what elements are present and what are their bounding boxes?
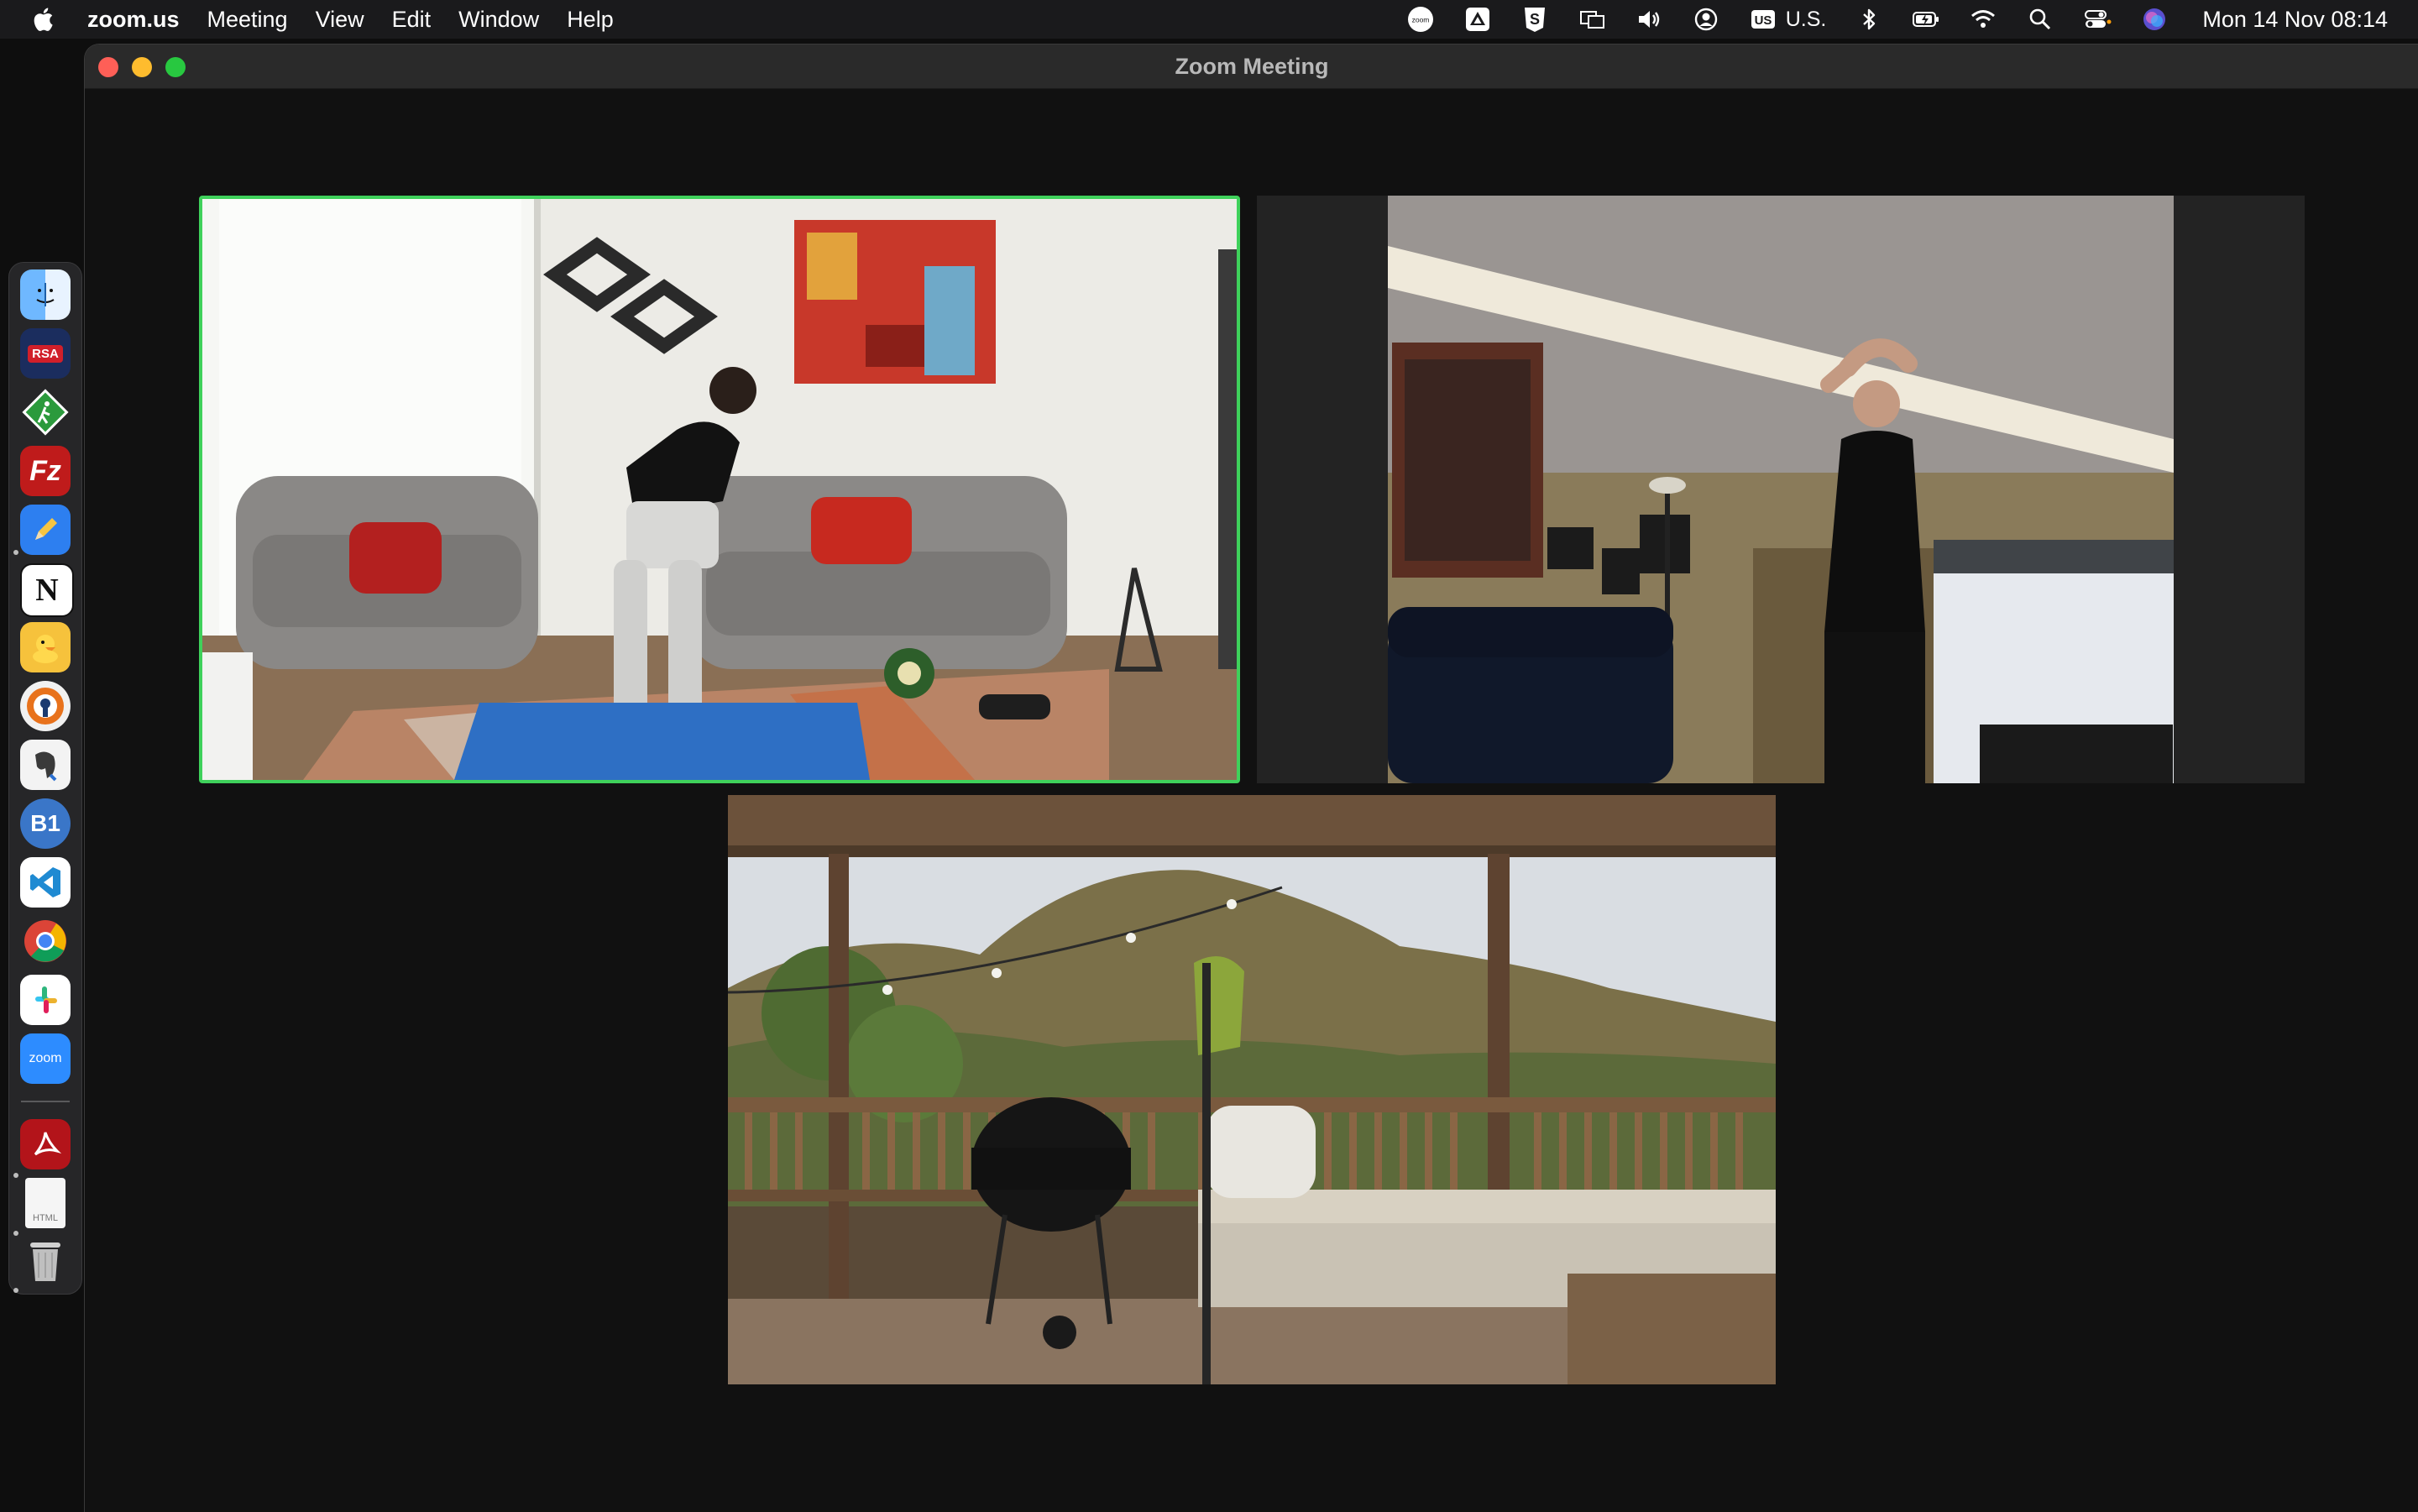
- window-close-button[interactable]: [98, 57, 118, 77]
- elephant-icon[interactable]: [20, 740, 71, 790]
- control-center-icon[interactable]: [2083, 5, 2112, 34]
- window-maximize-button[interactable]: [165, 57, 186, 77]
- status-area: zoom S US U.S.: [1378, 0, 2388, 39]
- menu-view[interactable]: View: [315, 6, 364, 32]
- menu-meeting[interactable]: Meeting: [207, 6, 288, 32]
- video-feed-porch: [728, 795, 1776, 1384]
- menu-clock[interactable]: Mon 14 Nov 08:14: [2202, 6, 2388, 32]
- pedestrian-sign-icon[interactable]: [20, 387, 71, 437]
- zoom-status-label: zoom: [1411, 16, 1429, 24]
- acrobat-icon[interactable]: [20, 1119, 71, 1169]
- input-source-label[interactable]: U.S.: [1785, 7, 1827, 31]
- siri-icon[interactable]: [2140, 5, 2169, 34]
- menu-help[interactable]: Help: [567, 6, 614, 32]
- video-tile-participant-3[interactable]: [728, 795, 1776, 1384]
- menu-app-name[interactable]: zoom.us: [87, 6, 180, 32]
- svg-text:S: S: [1530, 11, 1540, 28]
- window-title: Zoom Meeting: [1175, 53, 1329, 79]
- volume-icon[interactable]: [1635, 5, 1663, 34]
- keyboard-input-icon[interactable]: US: [1749, 5, 1777, 34]
- window-titlebar: Zoom Meeting: [85, 44, 2418, 89]
- dock-running-indicator: [13, 550, 18, 555]
- display-mirror-icon[interactable]: [1578, 5, 1606, 34]
- zoom-status-icon[interactable]: zoom: [1406, 5, 1435, 34]
- dock-running-indicator: [13, 1173, 18, 1178]
- video-tile-active-speaker[interactable]: [199, 196, 1240, 783]
- menu-edit[interactable]: Edit: [391, 6, 432, 32]
- user-account-icon[interactable]: [1692, 5, 1720, 34]
- filezilla-icon[interactable]: Fz: [20, 446, 71, 496]
- b1-icon[interactable]: B1: [20, 798, 71, 849]
- apple-logo-icon[interactable]: [30, 5, 59, 34]
- filezilla-label: Fz: [29, 454, 61, 487]
- menu-bar: zoom.us Meeting View Edit Window Help zo…: [0, 0, 2418, 39]
- chrome-icon[interactable]: [20, 916, 71, 966]
- video-tile-participant-2[interactable]: [1257, 196, 2305, 783]
- notion-label: N: [35, 573, 59, 608]
- dock-running-indicator: [13, 1288, 18, 1293]
- vpn-icon[interactable]: [20, 681, 71, 731]
- wifi-icon[interactable]: [1969, 5, 1997, 34]
- video-feed-interior: [1257, 196, 2305, 783]
- pencil-icon[interactable]: [20, 505, 71, 555]
- html-file-label: HTML: [33, 1213, 58, 1223]
- duck-icon[interactable]: [20, 622, 71, 672]
- rsa-label: RSA: [28, 344, 63, 363]
- html-file-icon[interactable]: HTML: [25, 1178, 65, 1228]
- rsa-securid-icon[interactable]: RSA: [20, 328, 71, 379]
- trash-icon[interactable]: [20, 1237, 71, 1287]
- dock-running-indicator: [13, 1231, 18, 1236]
- window-minimize-button[interactable]: [132, 57, 152, 77]
- slack-icon[interactable]: [20, 975, 71, 1025]
- finder-icon[interactable]: [20, 269, 71, 320]
- dock: RSA Fz N B1 zoom HTML: [8, 262, 82, 1295]
- video-feed-living-room: [202, 199, 1237, 780]
- menu-window[interactable]: Window: [458, 6, 540, 32]
- battery-icon[interactable]: [1912, 5, 1940, 34]
- drive-icon[interactable]: [1463, 5, 1492, 34]
- sketch-s-icon[interactable]: S: [1520, 5, 1549, 34]
- zoom-meeting-window: Zoom Meeting: [84, 44, 2418, 1512]
- zoom-icon[interactable]: zoom: [20, 1033, 71, 1084]
- keyboard-input-badge: US: [1754, 13, 1772, 28]
- spotlight-search-icon[interactable]: [2026, 5, 2054, 34]
- zoom-dock-label: zoom: [29, 1051, 62, 1065]
- vscode-icon[interactable]: [20, 857, 71, 908]
- notion-icon[interactable]: N: [20, 563, 74, 617]
- dock-separator: [21, 1101, 70, 1102]
- b1-label: B1: [30, 810, 60, 836]
- bluetooth-icon[interactable]: [1855, 5, 1883, 34]
